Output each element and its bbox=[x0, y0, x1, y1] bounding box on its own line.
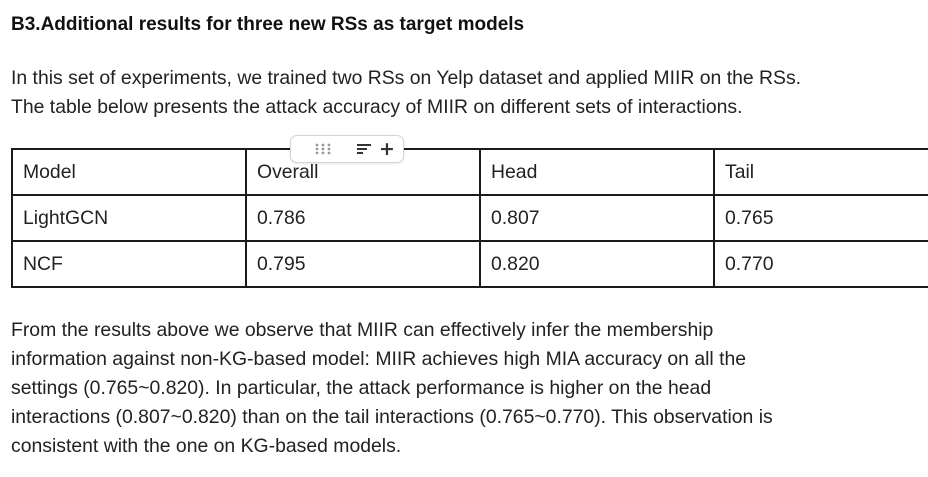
plus-glyph: + bbox=[379, 138, 395, 160]
conclusion-paragraph: From the results above we observe that M… bbox=[11, 316, 773, 461]
intro-paragraph: In this set of experiments, we trained t… bbox=[11, 64, 801, 122]
align-left-glyph bbox=[357, 144, 371, 154]
results-table: Model Overall Head Tail LightGCN 0.786 0… bbox=[11, 148, 928, 288]
table-cell[interactable]: NCF bbox=[11, 240, 247, 288]
table-cell[interactable]: 0.770 bbox=[713, 240, 928, 288]
table-cell[interactable]: 0.786 bbox=[245, 194, 481, 242]
table-header-cell[interactable]: Model bbox=[11, 148, 247, 196]
drag-handle-icon[interactable] bbox=[313, 136, 333, 162]
table-cell[interactable]: 0.820 bbox=[479, 240, 715, 288]
section-heading: B3.Additional results for three new RSs … bbox=[11, 14, 525, 35]
table-row: NCF 0.795 0.820 0.770 bbox=[11, 240, 928, 288]
table-header-cell[interactable]: Head bbox=[479, 148, 715, 196]
table-cell[interactable]: 0.765 bbox=[713, 194, 928, 242]
plus-icon[interactable]: + bbox=[378, 136, 396, 162]
align-left-icon[interactable] bbox=[355, 136, 373, 162]
table-row: LightGCN 0.786 0.807 0.765 bbox=[11, 194, 928, 242]
table-cell[interactable]: LightGCN bbox=[11, 194, 247, 242]
table-cell[interactable]: 0.807 bbox=[479, 194, 715, 242]
table-cell[interactable]: 0.795 bbox=[245, 240, 481, 288]
conclusion-line: interactions (0.807~0.820) than on the t… bbox=[11, 406, 773, 428]
results-table-wrapper: Model Overall Head Tail LightGCN 0.786 0… bbox=[11, 148, 928, 288]
table-header-cell[interactable]: Tail bbox=[713, 148, 928, 196]
conclusion-line: settings (0.765~0.820). In particular, t… bbox=[11, 377, 712, 399]
conclusion-line: consistent with the one on KG-based mode… bbox=[11, 435, 402, 457]
intro-line: In this set of experiments, we trained t… bbox=[11, 67, 802, 89]
intro-line: The table below presents the attack accu… bbox=[11, 96, 743, 118]
conclusion-line: From the results above we observe that M… bbox=[11, 319, 714, 341]
table-header-row: Model Overall Head Tail bbox=[11, 148, 928, 196]
table-toolbar: + bbox=[290, 135, 404, 163]
drag-handle-glyph bbox=[315, 143, 331, 155]
conclusion-line: information against non-KG-based model: … bbox=[11, 348, 747, 370]
